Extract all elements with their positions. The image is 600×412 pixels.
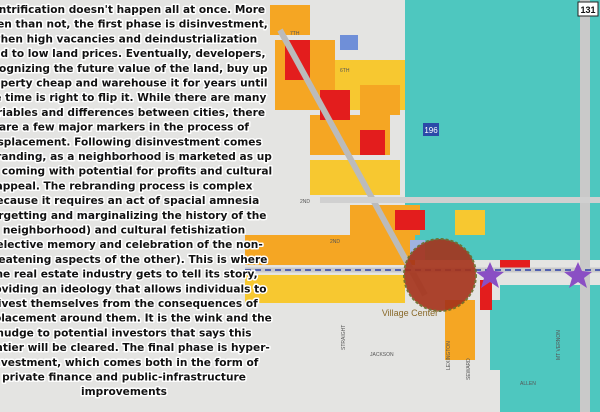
street-label: STRAIGHT	[341, 325, 347, 350]
paragraph-line: providing an ideology that allows indivi…	[0, 283, 266, 295]
paragraph-line: recognizing the future value of the land…	[0, 63, 268, 75]
street-label: MT VERNON	[556, 330, 562, 360]
paragraph-line: frontier will be cleared. The final phas…	[0, 342, 270, 354]
street-label: JACKSON	[370, 352, 394, 358]
paragraph-line: displacement around them. It is the wink…	[0, 313, 272, 325]
highway-label: 131	[580, 5, 595, 15]
paragraph-line: when high vacancies and deindustrializat…	[0, 33, 257, 45]
paragraph-line: neighborhood) and cultural fetishization	[3, 225, 245, 237]
street-label: LEXINGTON	[446, 341, 452, 370]
paragraph-line: lead to low land prices. Eventually, dev…	[0, 48, 265, 60]
paragraph-line: (forgetting and marginalizing the histor…	[0, 210, 266, 222]
paragraph-line: investment, which comes both in the form…	[0, 357, 259, 369]
village-center-label: Village Center	[382, 308, 438, 318]
paragraph-line: Gentrification doesn't happen all at onc…	[0, 4, 265, 16]
paragraph-line: private finance and public-infrastructur…	[2, 372, 246, 384]
highway-shield	[423, 123, 439, 136]
street-label: 2ND	[300, 199, 310, 205]
street-label: 7TH	[290, 31, 300, 37]
street-label: SEWARD	[466, 358, 472, 380]
paragraph-line: divest themselves from the consequences …	[0, 298, 258, 310]
paragraph: Gentrification doesn't happen all at onc…	[0, 3, 274, 400]
street-label: 2ND	[330, 239, 340, 245]
paragraph-line: (selective memory and celebration of the…	[0, 239, 263, 251]
marker-star	[564, 262, 592, 288]
roads	[245, 0, 600, 412]
street-labels: 2ND 2ND JACKSON LEXINGTON SEWARD STRAIGHT MT V…	[290, 31, 562, 387]
paragraph-line: the real estate industry gets to tell it…	[0, 269, 258, 281]
paragraph-line: the time is right to flip it. While ther…	[0, 92, 266, 104]
paragraph-line: appeal. The rebranding process is comple…	[0, 180, 253, 192]
paragraph-line: rebranding, as a neighborhood is markete…	[0, 151, 272, 163]
paragraph-line: property cheap and warehouse it for year…	[0, 78, 268, 90]
paragraph-line: improvements	[81, 386, 167, 398]
paragraph-line: displacement. Following disinvestment co…	[0, 136, 262, 148]
paragraph-line: often than not, the first phase is disin…	[0, 19, 268, 31]
marker-star	[476, 262, 504, 288]
highway-shield	[577, 1, 599, 17]
village-center-label: Village Center	[382, 308, 438, 318]
paragraph-line: nudge to potential investors that says t…	[0, 327, 252, 339]
street-label: 6TH	[340, 68, 350, 74]
paragraph-line: because it requires an act of spacial am…	[0, 195, 259, 207]
paragraph-line: variables and differences between cities…	[0, 107, 265, 119]
paragraph-line: threatening aspects of the other). This …	[0, 254, 267, 266]
paragraph-line: are a few major markers in the process o…	[0, 122, 249, 134]
village-center-circle	[403, 238, 477, 312]
paragraph-line: and coming with potential for profits an…	[0, 166, 272, 178]
highway-label: 196	[424, 126, 438, 135]
street-label: ALLEN	[520, 381, 536, 387]
